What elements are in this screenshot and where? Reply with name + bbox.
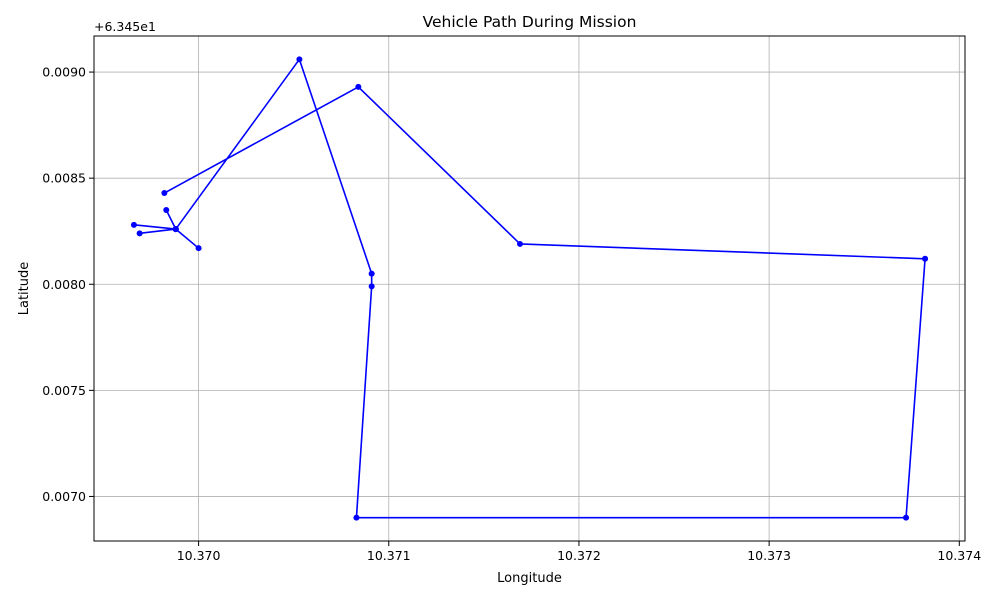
y-offset-label: +6.345e1 <box>94 19 156 34</box>
x-axis: 10.370 10.371 10.372 10.373 10.374 <box>177 541 981 563</box>
path-point <box>516 240 523 247</box>
path-point <box>195 245 202 252</box>
path-point <box>368 270 375 277</box>
path-line <box>133 58 926 519</box>
path-point <box>163 206 170 213</box>
y-tick-label: 0.0090 <box>42 65 86 80</box>
y-tick-label: 0.0080 <box>42 277 86 292</box>
path-point <box>353 514 360 521</box>
x-tick-label: 10.371 <box>367 548 411 563</box>
chart-title: Vehicle Path During Mission <box>423 13 637 31</box>
y-tick-label: 0.0075 <box>42 383 86 398</box>
path-series <box>130 56 929 521</box>
y-tick-label: 0.0070 <box>42 489 86 504</box>
path-point <box>903 514 910 521</box>
y-axis-label: Latitude <box>17 262 32 316</box>
x-tick-label: 10.372 <box>557 548 601 563</box>
path-point <box>130 221 137 228</box>
path-point <box>368 283 375 290</box>
grid-lines <box>94 36 965 541</box>
path-point <box>161 190 168 197</box>
plot-area <box>93 35 966 542</box>
path-point <box>136 230 143 237</box>
path-point <box>172 226 179 233</box>
x-tick-label: 10.373 <box>747 548 791 563</box>
path-point <box>355 83 362 90</box>
x-tick-label: 10.370 <box>177 548 221 563</box>
x-tick-label: 10.374 <box>937 548 981 563</box>
y-tick-label: 0.0085 <box>42 171 86 186</box>
x-axis-label: Longitude <box>497 571 562 586</box>
y-axis: 0.0070 0.0075 0.0080 0.0085 0.0090 <box>42 65 94 504</box>
path-point <box>922 255 929 262</box>
path-point <box>296 56 303 63</box>
